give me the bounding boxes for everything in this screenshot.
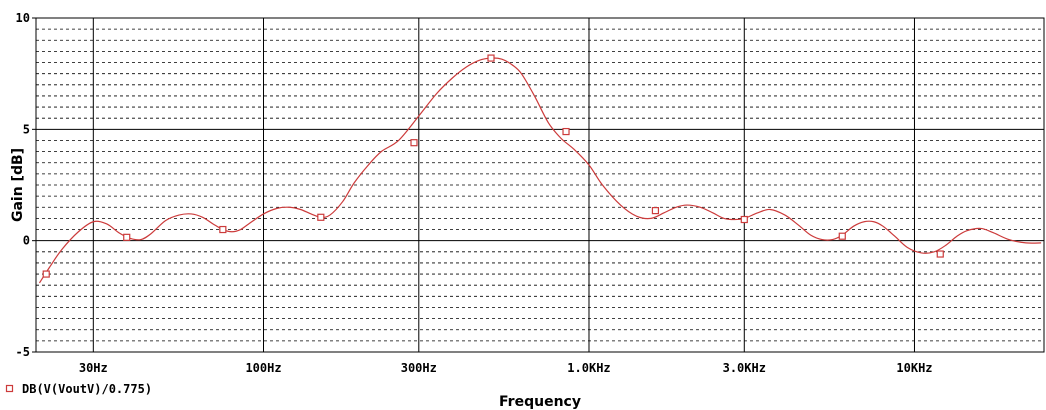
data-point-marker [410,139,418,147]
x-tick-label: 300Hz [401,361,437,375]
grid-layer [36,18,1044,352]
tick-layer: 30Hz 100Hz 300Hz 1.0KHz 3.0KHz 10KHz 10 5 0 -5 [16,11,933,375]
data-point-marker [42,270,50,278]
data-point-marker [838,232,846,240]
data-point-marker [936,250,944,258]
data-point-marker [651,207,660,215]
y-axis-title: Gain [dB] [10,148,26,222]
x-tick-label: 10KHz [896,361,932,375]
x-tick-label: 1.0KHz [567,361,610,375]
y-tick-label: 10 [16,11,30,25]
data-point-marker [740,215,748,224]
y-tick-label: 0 [23,234,30,248]
x-axis-title: Frequency [499,394,581,410]
data-point-marker [487,54,495,62]
x-tick-label: 100Hz [245,361,281,375]
legend-label: DB(V(VoutV)/0.775) [22,382,152,396]
series-line [38,57,1042,284]
data-point-marker [219,225,227,234]
x-tick-label: 3.0KHz [723,361,766,375]
data-point-marker [123,233,131,241]
x-tick-label: 30Hz [79,361,108,375]
plot-frame [35,17,1045,353]
y-tick-label: 5 [23,122,30,136]
plot-layer [38,54,1042,284]
legend-marker-icon [5,384,14,393]
data-point-marker [317,213,325,221]
data-point-marker [562,127,570,136]
y-tick-label: -5 [16,345,30,359]
legend: DB(V(VoutV)/0.775) [5,382,152,396]
